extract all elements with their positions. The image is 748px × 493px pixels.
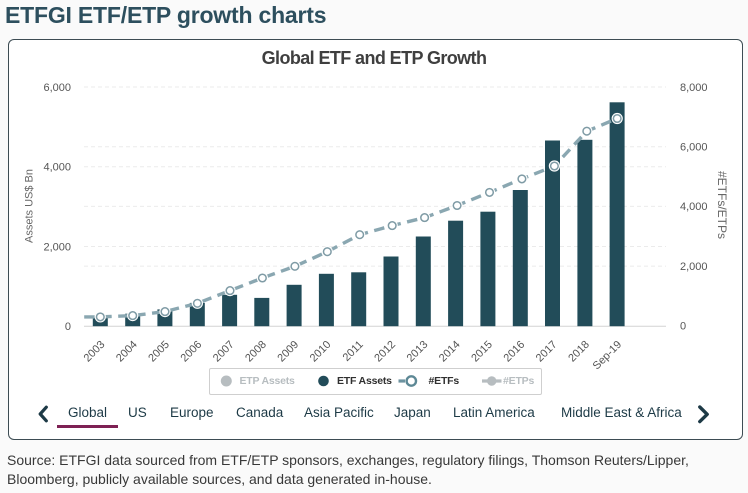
svg-text:2016: 2016: [502, 339, 528, 365]
svg-text:2008: 2008: [243, 339, 269, 365]
svg-text:2010: 2010: [308, 339, 334, 365]
svg-text:2012: 2012: [372, 339, 398, 365]
svg-text:2009: 2009: [275, 339, 301, 365]
svg-text:6,000: 6,000: [680, 142, 708, 154]
svg-text:8,000: 8,000: [680, 82, 708, 94]
svg-text:4,000: 4,000: [680, 201, 708, 213]
svg-text:2003: 2003: [82, 339, 108, 365]
svg-text:2004: 2004: [114, 339, 140, 365]
svg-text:2015: 2015: [469, 339, 495, 365]
svg-text:2,000: 2,000: [43, 241, 71, 253]
svg-text:#ETFs/ETPs: #ETFs/ETPs: [715, 171, 729, 239]
svg-text:2011: 2011: [341, 339, 366, 364]
svg-text:2007: 2007: [211, 339, 237, 365]
svg-text:0: 0: [680, 321, 686, 333]
svg-text:2005: 2005: [146, 339, 172, 365]
svg-text:2018: 2018: [566, 339, 592, 365]
svg-text:2,000: 2,000: [680, 261, 708, 273]
svg-text:6,000: 6,000: [43, 82, 71, 94]
svg-text:4,000: 4,000: [43, 162, 71, 174]
svg-text:Sep-19: Sep-19: [591, 339, 625, 373]
svg-text:0: 0: [65, 321, 71, 333]
svg-text:2014: 2014: [437, 339, 463, 365]
svg-text:2006: 2006: [179, 339, 205, 365]
svg-text:Assets US$ Bn: Assets US$ Bn: [24, 169, 36, 243]
svg-text:2013: 2013: [405, 339, 431, 365]
svg-text:2017: 2017: [534, 339, 560, 365]
